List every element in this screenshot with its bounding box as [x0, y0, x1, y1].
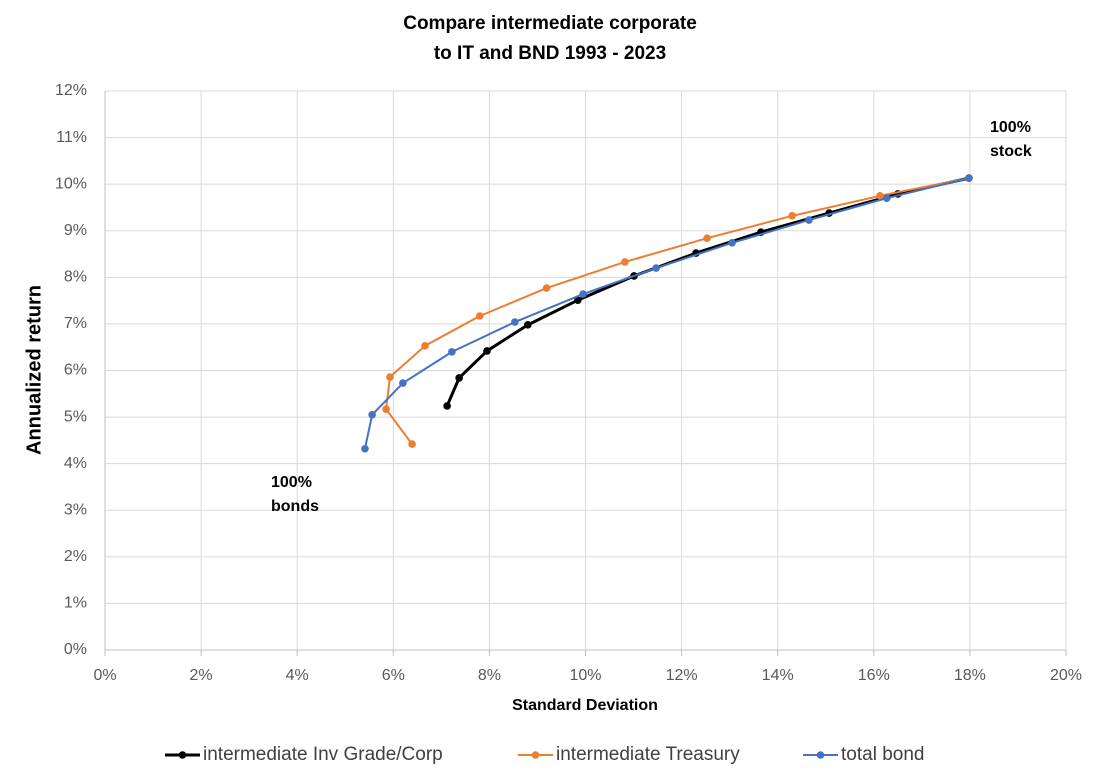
y-tick-label: 5% [64, 408, 87, 425]
data-point [421, 342, 429, 350]
data-point [443, 402, 451, 410]
x-tick-label: 6% [382, 667, 405, 684]
data-point [368, 410, 376, 419]
y-axis-title: Annualized return [23, 285, 45, 455]
data-point [475, 312, 484, 320]
x-axis-title: Standard Deviation [512, 697, 658, 714]
data-point [361, 444, 369, 453]
data-point [455, 374, 463, 382]
y-tick-label: 9% [64, 222, 87, 239]
data-point [579, 290, 587, 298]
x-tick-label: 2% [190, 667, 213, 684]
data-point [788, 212, 796, 220]
y-tick-label: 2% [64, 548, 87, 565]
legend-label: total bond [841, 744, 924, 765]
data-point [382, 405, 390, 413]
chart-title: to IT and BND 1993 - 2023 [434, 43, 666, 64]
y-tick-label: 8% [64, 269, 87, 286]
y-tick-label: 7% [64, 315, 87, 332]
data-point [524, 321, 532, 329]
x-tick-label: 20% [1050, 667, 1082, 684]
data-point [652, 264, 660, 272]
y-tick-label: 3% [64, 501, 87, 518]
y-tick-label: 10% [55, 175, 87, 192]
legend-marker [178, 751, 187, 759]
y-tick-label: 6% [64, 362, 87, 379]
y-tick-label: 1% [64, 595, 87, 612]
x-tick-label: 8% [478, 667, 501, 684]
x-tick-label: 10% [569, 667, 601, 684]
x-tick-label: 16% [858, 667, 890, 684]
legend-marker [531, 751, 540, 759]
data-point [483, 347, 491, 355]
data-point [876, 192, 884, 200]
x-tick-label: 14% [762, 667, 794, 684]
x-tick-label: 4% [286, 667, 309, 684]
legend-label: intermediate Treasury [556, 744, 740, 765]
data-point [965, 174, 973, 182]
data-point [805, 216, 813, 224]
data-point [511, 318, 519, 326]
data-point [408, 440, 416, 448]
data-point [574, 296, 582, 304]
y-tick-label: 12% [55, 82, 87, 99]
chart-title: Compare intermediate corporate [403, 13, 697, 34]
y-tick-label: 0% [64, 641, 87, 658]
y-tick-label: 4% [64, 455, 87, 472]
annotation: stock [990, 143, 1032, 160]
x-tick-label: 12% [666, 667, 698, 684]
data-point [728, 239, 736, 247]
legend-marker [816, 751, 825, 759]
data-point [621, 258, 629, 266]
x-tick-label: 18% [954, 667, 986, 684]
legend-label: intermediate Inv Grade/Corp [203, 744, 443, 765]
annotation: 100% [990, 119, 1031, 136]
data-point [448, 348, 456, 356]
data-point [542, 284, 551, 292]
data-point [386, 373, 394, 381]
annotation: 100% [271, 474, 312, 491]
data-point [882, 194, 891, 202]
x-tick-label: 0% [93, 667, 116, 684]
data-point [703, 234, 711, 243]
annotation: bonds [271, 498, 319, 515]
y-tick-label: 11% [56, 129, 87, 146]
data-point [399, 379, 407, 387]
